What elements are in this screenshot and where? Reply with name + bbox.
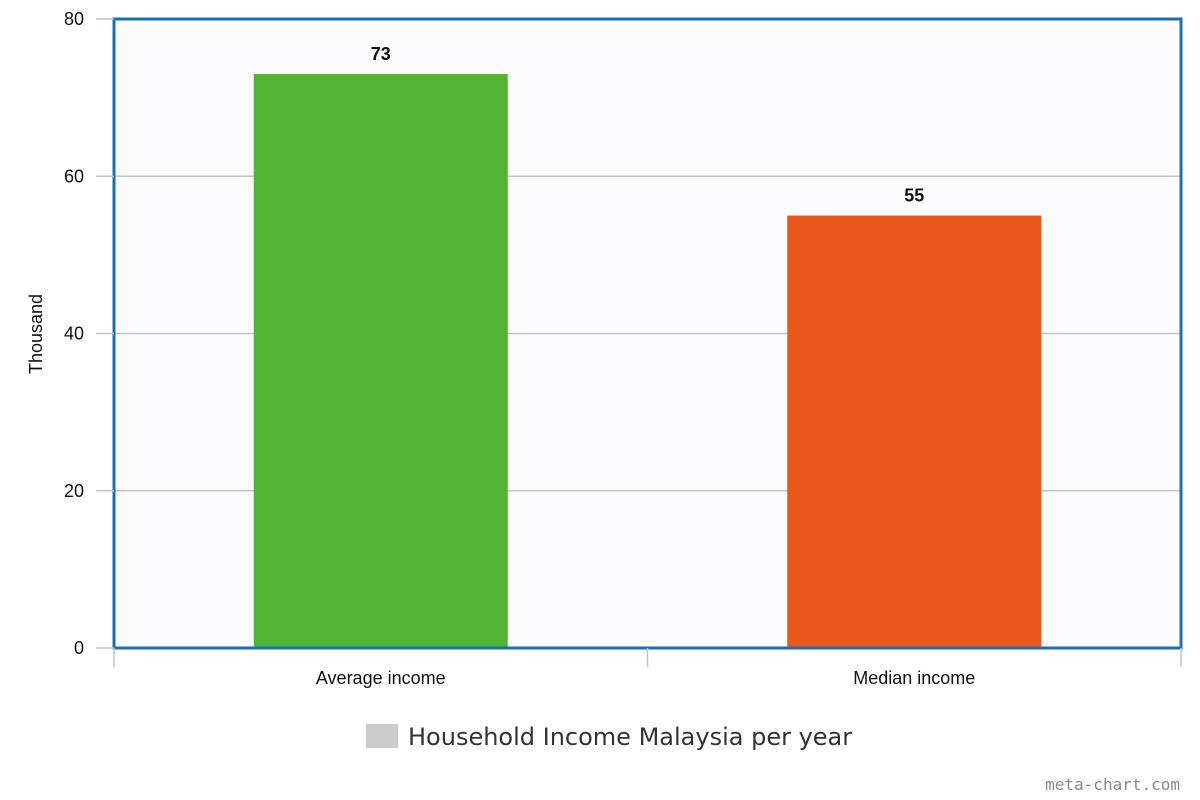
bar-average-income bbox=[253, 74, 508, 649]
data-label: 73 bbox=[371, 44, 391, 64]
y-tick-label: 60 bbox=[64, 166, 84, 186]
y-tick-label: 20 bbox=[64, 481, 84, 501]
bar-median-income bbox=[787, 215, 1042, 648]
y-axis-label: Thousand bbox=[26, 294, 46, 374]
data-label: 55 bbox=[904, 186, 924, 206]
y-axis-ticks: 0 20 40 60 80 bbox=[64, 9, 114, 658]
x-category-label: Average income bbox=[316, 668, 446, 688]
y-tick-label: 0 bbox=[74, 638, 84, 658]
legend-label: Household Income Malaysia per year bbox=[408, 723, 852, 751]
legend: Household Income Malaysia per year bbox=[366, 723, 852, 751]
data-labels: 73 55 bbox=[371, 44, 925, 206]
bars bbox=[253, 74, 1042, 649]
watermark: meta-chart.com bbox=[1045, 775, 1180, 794]
x-category-label: Median income bbox=[853, 668, 975, 688]
legend-swatch bbox=[366, 724, 398, 748]
y-tick-label: 40 bbox=[64, 324, 84, 344]
y-tick-label: 80 bbox=[64, 9, 84, 29]
x-axis: Average income Median income bbox=[113, 648, 1182, 688]
